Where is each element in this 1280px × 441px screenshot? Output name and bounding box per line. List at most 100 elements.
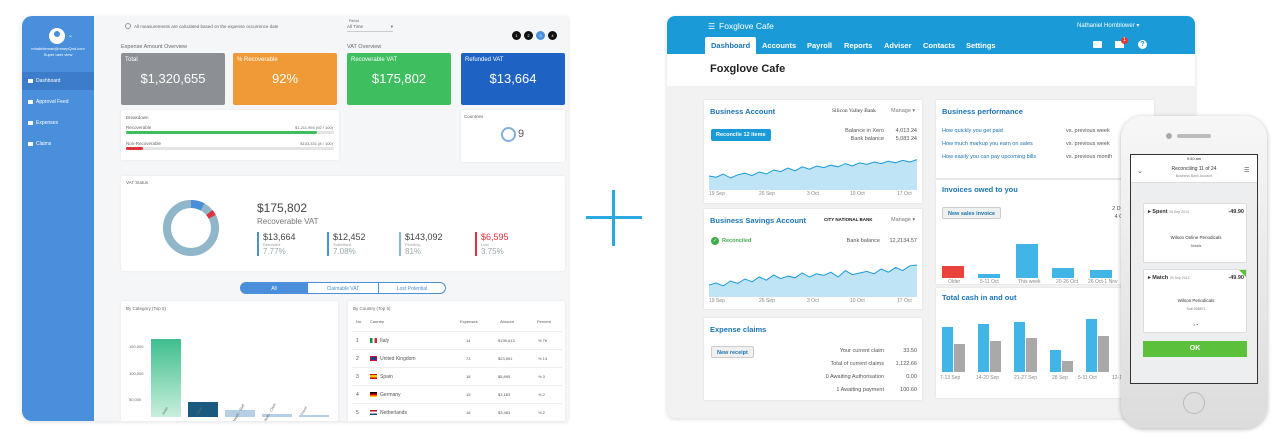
table-row[interactable]: 1 Italy 14 $139,613 % 76 [352,331,562,349]
category-bar[interactable] [151,339,181,417]
segment-all[interactable]: All [240,282,308,294]
folder-icon[interactable] [1093,41,1102,48]
user-menu[interactable]: Nathaniel Hornblower ▾ [1077,22,1139,29]
tab-payroll[interactable]: Payroll [807,41,833,50]
category-bar[interactable] [188,402,218,417]
manage-menu[interactable]: Manage ▾ [891,217,916,223]
invoice-bar[interactable] [942,266,964,278]
performance-compare: vs. previous week [1066,128,1110,134]
x-label-28-sep: 28 Sep [1052,375,1068,381]
claim-label: Total of current claims [830,361,885,367]
total-cash-title[interactable]: Total cash in and out [942,293,1017,302]
period-value: All Time [347,24,364,29]
cell-amount: $139,613 [498,338,515,343]
business-performance-title[interactable]: Business performance [942,107,1023,116]
vat-donut-chart [163,200,219,256]
menu-icon[interactable]: ☰ [708,22,716,31]
balance-xero-value: 4,013.24 [895,128,917,134]
toolbar-button-4[interactable]: 4 [548,31,557,40]
match-card[interactable]: ▸ Match 29 Sep 2014 -49.90 Wilson Period… [1143,269,1247,333]
cell-amount: $5,895 [498,374,511,379]
match-payee: Wilson Periodicals [1177,298,1215,303]
org-name[interactable]: Foxglove Cafe [719,21,774,31]
flag-germany-icon [370,392,377,398]
chevron-down-icon[interactable]: ⌄ [68,33,74,39]
cash-out-bar[interactable] [1062,360,1073,372]
kpi-refunded-vat: Refunded VAT $13,664 [461,53,565,105]
check-circle-icon: ✓ [711,237,719,245]
col-no: No. [356,319,363,324]
cash-in-bar[interactable] [1086,318,1097,372]
tab-contacts[interactable]: Contacts [923,41,956,50]
match-label: ▸ Match 29 Sep 2014 [1148,275,1190,281]
tab-accounts[interactable]: Accounts [762,41,797,50]
notification-badge: 1 [1121,37,1128,44]
category-bar[interactable] [262,413,292,417]
table-row[interactable]: 5 Netherlands 18 $3,483 % 2 [352,403,562,421]
user-avatar-icon[interactable] [49,28,65,44]
manage-menu[interactable]: Manage ▾ [891,108,916,114]
invoice-bar[interactable] [1016,244,1038,278]
sidebar-item-approval-feed[interactable]: Approval Feed [22,93,94,111]
cash-in-bar[interactable] [1050,349,1061,372]
home-button[interactable] [1183,392,1205,414]
tab-dashboard[interactable]: Dashboard [705,37,757,54]
new-receipt-button[interactable]: New receipt [711,346,754,358]
expense-claims-title[interactable]: Expense claims [710,325,767,334]
cash-in-bar[interactable] [978,324,989,372]
sidebar-item-expenses[interactable]: Expenses [22,114,94,132]
cash-out-bar[interactable] [954,344,965,372]
performance-link-paid[interactable]: How quickly you get paid [942,128,1003,134]
invoice-bar[interactable] [978,274,1000,278]
performance-link-markup[interactable]: How much markup you earn on sales [942,141,1033,147]
status-time: 9:40 am [1186,156,1202,161]
manage-label: Manage [891,108,911,114]
expense-claims-panel: Expense claims New receipt Your current … [704,318,922,400]
sidebar-item-claims[interactable]: Claims [22,135,94,153]
new-sales-invoice-button[interactable]: New sales invoice [942,207,1002,219]
cash-out-bar[interactable] [1098,335,1109,372]
sidebar-item-label: Approval Feed [36,99,69,105]
tab-settings[interactable]: Settings [966,41,996,50]
period-select[interactable]: All Time ▾ [347,24,393,32]
tab-adviser[interactable]: Adviser [884,41,912,50]
invoice-bar[interactable] [1090,270,1112,278]
cash-out-bar[interactable] [990,341,1001,372]
ok-button[interactable]: OK [1143,341,1247,357]
mail-icon[interactable] [1115,41,1124,48]
category-bar[interactable] [299,415,329,417]
cash-in-bar[interactable] [942,327,953,372]
toolbar-button-3[interactable]: 3 [536,31,545,40]
help-icon[interactable]: ? [1138,40,1147,49]
spent-card[interactable]: ▸ Spent 29 Sep 2014 -49.90 Wilson Online… [1143,203,1247,263]
reconcile-button[interactable]: Reconcile 12 items [711,129,771,141]
claim-value: 1,122.66 [895,361,917,367]
invoice-bar[interactable] [1052,268,1074,278]
claim-value: 0.00 [906,374,917,380]
toolbar-button-2[interactable]: 2 [524,31,533,40]
vat-status-total: $175,802 [257,201,308,215]
vat-stat-amount: $6,595 [481,232,509,242]
sidebar-item-dashboard[interactable]: Dashboard [22,72,94,90]
cash-out-bar[interactable] [1026,338,1037,372]
status-bar: 9:40 am [1131,155,1257,163]
invoices-owed-title[interactable]: Invoices owed to you [942,185,1018,194]
tab-reports[interactable]: Reports [844,41,873,50]
table-row[interactable]: 2 United Kingdom 73 $23,591 % 13 [352,349,562,367]
segment-claimable-vat[interactable]: Claimable VAT [307,282,379,294]
table-row[interactable]: 4 Germany 19 $3,183 % 2 [352,385,562,403]
chevron-down-icon[interactable]: ⌄ [1137,168,1143,175]
breakdown-pct: (8 / 100) [318,141,333,146]
table-row[interactable]: 3 Spain 18 $5,895 % 3 [352,367,562,385]
performance-link-bills[interactable]: How easily you can pay upcoming bills [942,154,1037,160]
savings-account-title[interactable]: Business Savings Account [710,216,806,225]
business-account-title[interactable]: Business Account [710,107,776,116]
segment-lost-potential[interactable]: Lost Potential [378,282,446,294]
cash-in-bar[interactable] [1014,321,1025,372]
category-bar[interactable] [225,410,255,417]
list-icon[interactable]: ☰ [1244,168,1250,174]
vat-stat-pct: 7.77% [263,247,286,256]
vat-status-title: VAT Status [126,180,149,185]
spent-details-link[interactable]: Details [1190,244,1202,248]
toolbar-button-1[interactable]: 1 [512,31,521,40]
